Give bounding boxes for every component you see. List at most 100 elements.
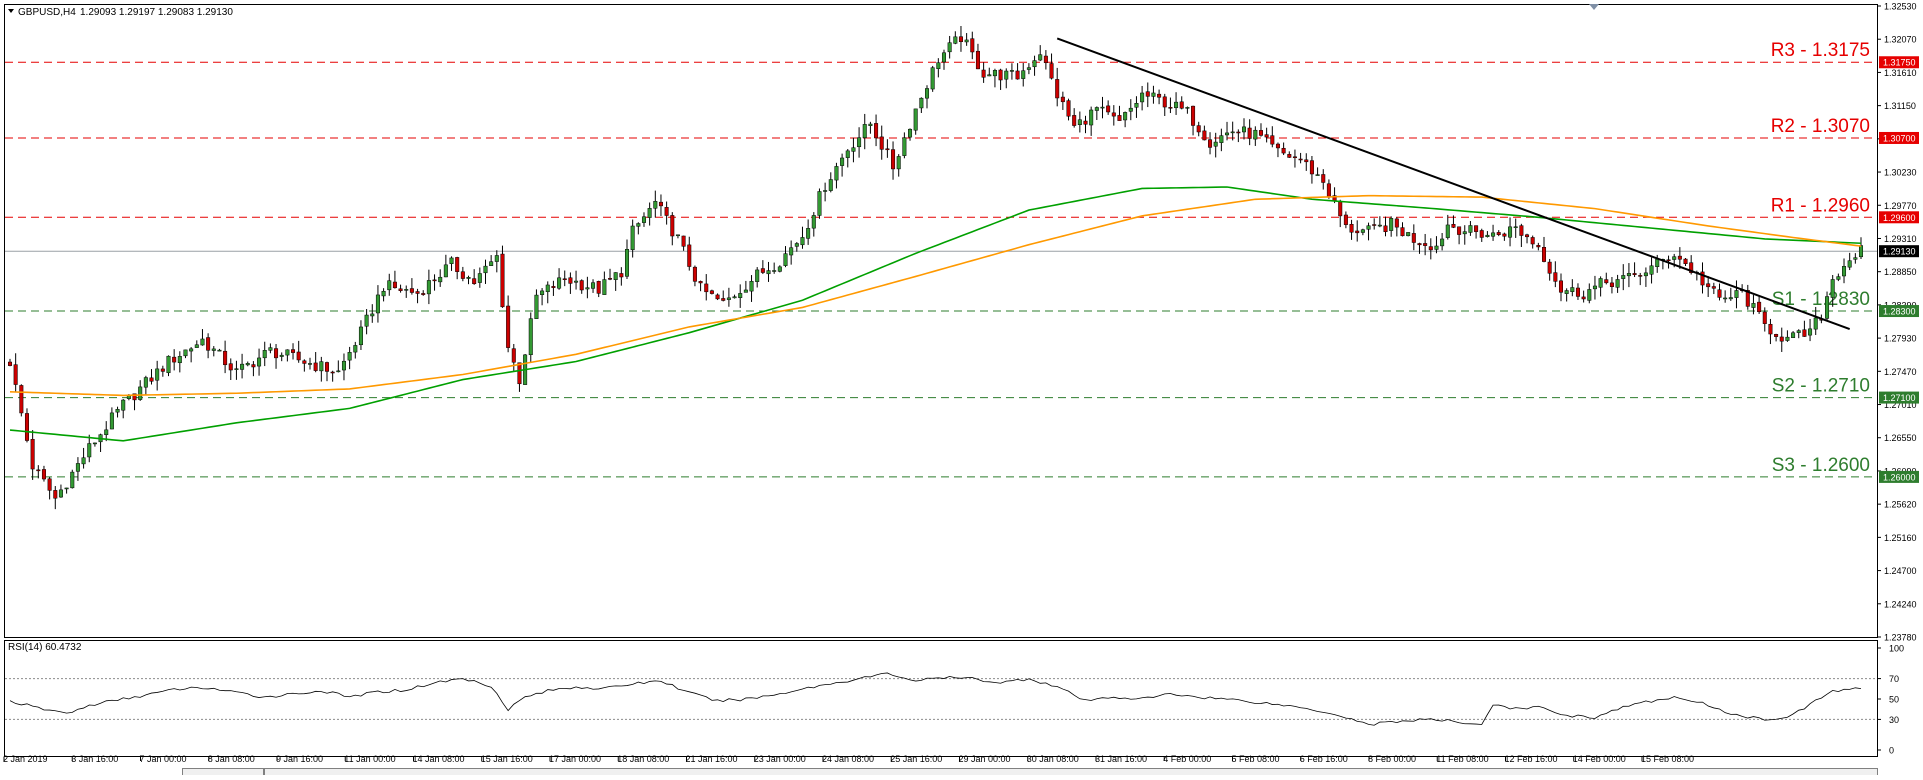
candle-body (1360, 229, 1365, 233)
candle-body (1474, 225, 1479, 232)
time-axis-label: 14 Jan 08:00 (413, 754, 465, 764)
candle-body (1072, 115, 1077, 126)
candle-body (268, 347, 273, 351)
candle-body (1847, 260, 1852, 268)
candle-body (251, 364, 256, 368)
candle-body (738, 293, 743, 298)
candle-body (675, 234, 680, 237)
price-axis-label: 1.32070 (1884, 35, 1917, 45)
candle-body (500, 253, 505, 308)
candle-body (613, 272, 618, 280)
candle-body (1547, 261, 1552, 274)
scroll-tab-right[interactable] (264, 768, 1878, 775)
candle-body (755, 269, 760, 282)
candle-body (1745, 290, 1750, 307)
candle-body (1377, 224, 1382, 227)
time-axis-label: 29 Jan 00:00 (959, 754, 1011, 764)
time-axis-label: 17 Jan 00:00 (549, 754, 601, 764)
candle-body (1491, 232, 1496, 237)
candle-body (1796, 330, 1801, 333)
candle-body (885, 148, 890, 151)
candle-body (874, 123, 879, 139)
candle-body (92, 442, 97, 445)
candle-body (1423, 243, 1428, 246)
time-axis-label: 15 Jan 16:00 (481, 754, 533, 764)
candle-body (1383, 225, 1388, 233)
level-price-tag-text: 1.26000 (1883, 472, 1916, 482)
candle-body (313, 362, 318, 371)
candle-body (223, 350, 228, 366)
candle-body (545, 284, 550, 293)
time-axis-label: 7 Jan 00:00 (140, 754, 187, 764)
scroll-tab-left[interactable] (182, 768, 264, 775)
candle-body (840, 157, 845, 166)
candle-body (19, 385, 24, 414)
candle-body (1406, 232, 1411, 237)
chart-title: GBPUSD,H4 (18, 7, 76, 18)
candle-body (591, 282, 596, 289)
price-axis-label: 1.26550 (1884, 433, 1917, 443)
candle-body (641, 216, 646, 223)
candle-body (245, 363, 250, 366)
candle-body (1508, 226, 1513, 238)
candle-body (1417, 243, 1422, 246)
moving-average-orange (9, 194, 1862, 397)
candle-body (698, 281, 703, 284)
candle-body (1808, 328, 1813, 336)
level-price-tag (1879, 305, 1919, 318)
candle-body (828, 179, 833, 191)
candle-body (302, 360, 307, 364)
candle-body (421, 293, 426, 295)
candle-body (477, 273, 482, 283)
candle-body (1757, 301, 1762, 313)
candle-body (1213, 141, 1218, 147)
price-axis-label: 1.25160 (1884, 533, 1917, 543)
level-price-tag-text: 1.30700 (1883, 133, 1916, 143)
candle-body (540, 290, 545, 295)
time-axis-label: 5 Feb 08:00 (1232, 754, 1280, 764)
candle-body (879, 136, 884, 150)
candle-body (30, 439, 35, 470)
candle-body (398, 288, 403, 291)
candle-body (1151, 92, 1156, 97)
rsi-axis-label: 30 (1889, 715, 1899, 725)
candle-body (1666, 259, 1671, 261)
candle-body (160, 368, 165, 372)
candle-body (608, 278, 613, 280)
candle-body (1202, 130, 1207, 141)
price-axis-label: 1.29770 (1884, 201, 1917, 211)
level-price-tag (1879, 391, 1919, 404)
candle-body (1100, 106, 1105, 109)
candle-body (330, 371, 335, 374)
candle-body (1208, 139, 1213, 148)
candle-body (1236, 131, 1241, 134)
main-pane: 1.32530 1.32070 1.31610 1.31150 1.30700 1.302… (4, 2, 1919, 643)
candle-body (1389, 218, 1394, 231)
candle-body (149, 377, 154, 382)
trendline (1056, 37, 1851, 331)
candle-body (1519, 225, 1524, 236)
candle-body (891, 149, 896, 170)
candle-body (1106, 105, 1111, 113)
candle-body (1700, 271, 1705, 286)
time-axis-label: 14 Feb 00:00 (1573, 754, 1626, 764)
candle-body (783, 253, 788, 266)
time-axis-label: 4 Feb 00:00 (1163, 754, 1211, 764)
time-axis-label: 23 Jan 00:00 (754, 754, 806, 764)
candle-body (455, 257, 460, 272)
rsi-pane: RSI(14) 60.4732 100 70 50 30 0 (4, 640, 1904, 757)
rsi-axis-label: 100 (1889, 644, 1904, 654)
candle-body (1123, 112, 1128, 121)
candle-body (987, 74, 992, 77)
candle-body (630, 225, 635, 250)
time-axis-label: 25 Jan 16:00 (890, 754, 942, 764)
x-axis: 2 Jan 2019 3 Jan 16:00 7 Jan 00:00 8 Jan 08… (3, 754, 1694, 764)
candle-body (1791, 332, 1796, 338)
candle-body (285, 349, 290, 356)
candle-body (1247, 127, 1252, 139)
candle-body (658, 201, 663, 207)
candle-body (562, 278, 567, 280)
candle-body (743, 289, 748, 293)
chart-menu-arrow-icon[interactable] (8, 9, 14, 13)
candle-body (1355, 230, 1360, 234)
